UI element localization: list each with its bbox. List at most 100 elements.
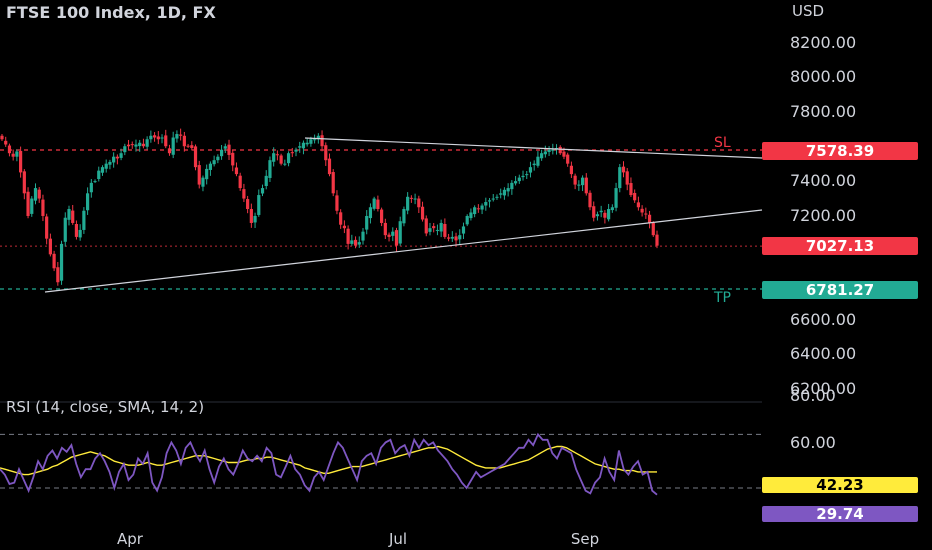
candle-body	[182, 135, 186, 147]
candle-body	[63, 217, 67, 242]
candle-body	[208, 163, 213, 170]
candle-body	[473, 207, 477, 215]
tp-price-badge[interactable]: 6781.27	[762, 281, 918, 299]
candle-body	[138, 142, 142, 147]
candle-body	[420, 206, 425, 220]
candle-body	[543, 151, 547, 155]
candle-body	[528, 167, 533, 173]
candle-body	[409, 197, 413, 199]
candle-body	[48, 238, 52, 255]
candle-body	[588, 192, 592, 208]
candle-body	[465, 215, 469, 225]
candle-body	[387, 234, 391, 237]
price-tick: 7200.00	[790, 206, 857, 225]
rsi-value-badge[interactable]: 29.74	[762, 506, 918, 522]
candle-body	[402, 209, 406, 224]
candle-body	[580, 177, 585, 186]
candle-body	[335, 195, 339, 211]
candle-body	[0, 135, 4, 140]
candle-body	[633, 192, 637, 201]
candle-body	[458, 235, 462, 240]
candle-body	[149, 135, 153, 140]
upper-trendline	[304, 137, 763, 159]
candle-body	[621, 166, 626, 173]
candle-body	[353, 239, 358, 246]
candle-body	[484, 202, 488, 206]
price-tick: 6600.00	[790, 310, 857, 329]
candle-body	[305, 142, 309, 145]
candle-body	[547, 149, 551, 152]
candle-body	[428, 228, 432, 232]
candle-body	[614, 188, 618, 208]
candle-body	[350, 240, 354, 244]
candle-body	[346, 228, 350, 244]
currency-label: USD	[792, 2, 825, 20]
candle-body	[227, 144, 231, 155]
candle-body	[175, 134, 179, 139]
candle-body	[644, 213, 648, 215]
price-tick: 7400.00	[790, 171, 857, 190]
candle-body	[595, 214, 600, 217]
x-tick-apr: Apr	[117, 530, 143, 548]
candle-body	[30, 198, 34, 214]
candle-body	[607, 209, 611, 220]
sl-price-badge[interactable]: 7578.39	[762, 142, 918, 160]
candle-body	[510, 182, 514, 190]
candle-body	[283, 163, 287, 165]
candle-body	[398, 221, 402, 244]
candle-body	[242, 189, 246, 199]
candle-body	[294, 149, 298, 152]
candle-body	[610, 207, 614, 211]
candle-body	[264, 175, 268, 186]
candle-body	[167, 148, 172, 154]
candle-body	[372, 198, 376, 209]
candle-body	[647, 214, 652, 223]
price-tick: 7800.00	[790, 102, 857, 121]
candle-body	[491, 198, 495, 200]
current-price-badge[interactable]: 7027.13	[762, 237, 918, 255]
candle-body	[201, 177, 205, 187]
candle-body	[15, 151, 19, 157]
candle-body	[190, 145, 194, 148]
candle-body	[212, 160, 216, 165]
candle-body	[502, 189, 507, 196]
sl-label: SL	[714, 135, 731, 151]
candle-body	[640, 208, 644, 213]
candle-body	[625, 171, 629, 185]
candle-body	[171, 137, 175, 155]
candle-body	[85, 193, 90, 211]
candle-body	[469, 212, 473, 219]
candle-body	[618, 167, 622, 189]
candle-body	[573, 175, 577, 185]
candle-body	[160, 137, 164, 139]
price-tick: 8000.00	[790, 67, 857, 86]
rsi-title[interactable]: RSI (14, close, SMA, 14, 2)	[6, 398, 205, 416]
candle-body	[454, 236, 458, 241]
candle-body	[205, 168, 209, 180]
candle-body	[249, 209, 253, 223]
candle-body	[309, 139, 313, 144]
candle-body	[487, 200, 492, 202]
candle-body	[424, 218, 428, 234]
candle-body	[592, 206, 596, 218]
candle-body	[394, 230, 399, 246]
sma-value-badge[interactable]: 42.23	[762, 477, 918, 493]
candle-body	[417, 198, 421, 208]
candle-body	[298, 146, 302, 148]
chart-title[interactable]: FTSE 100 Index, 1D, FX	[6, 3, 216, 22]
candle-body	[37, 189, 41, 199]
candle-body	[4, 140, 8, 145]
candle-body	[540, 153, 544, 159]
candle-body	[506, 188, 510, 192]
candle-body	[558, 146, 562, 154]
candle-body	[566, 154, 570, 164]
candle-body	[56, 267, 60, 283]
candle-body	[301, 142, 306, 149]
candle-body	[115, 156, 119, 159]
candle-body	[82, 210, 86, 230]
candle-body	[275, 154, 279, 156]
candle-body	[112, 156, 116, 163]
candle-body	[193, 146, 198, 168]
candle-body	[603, 212, 607, 218]
